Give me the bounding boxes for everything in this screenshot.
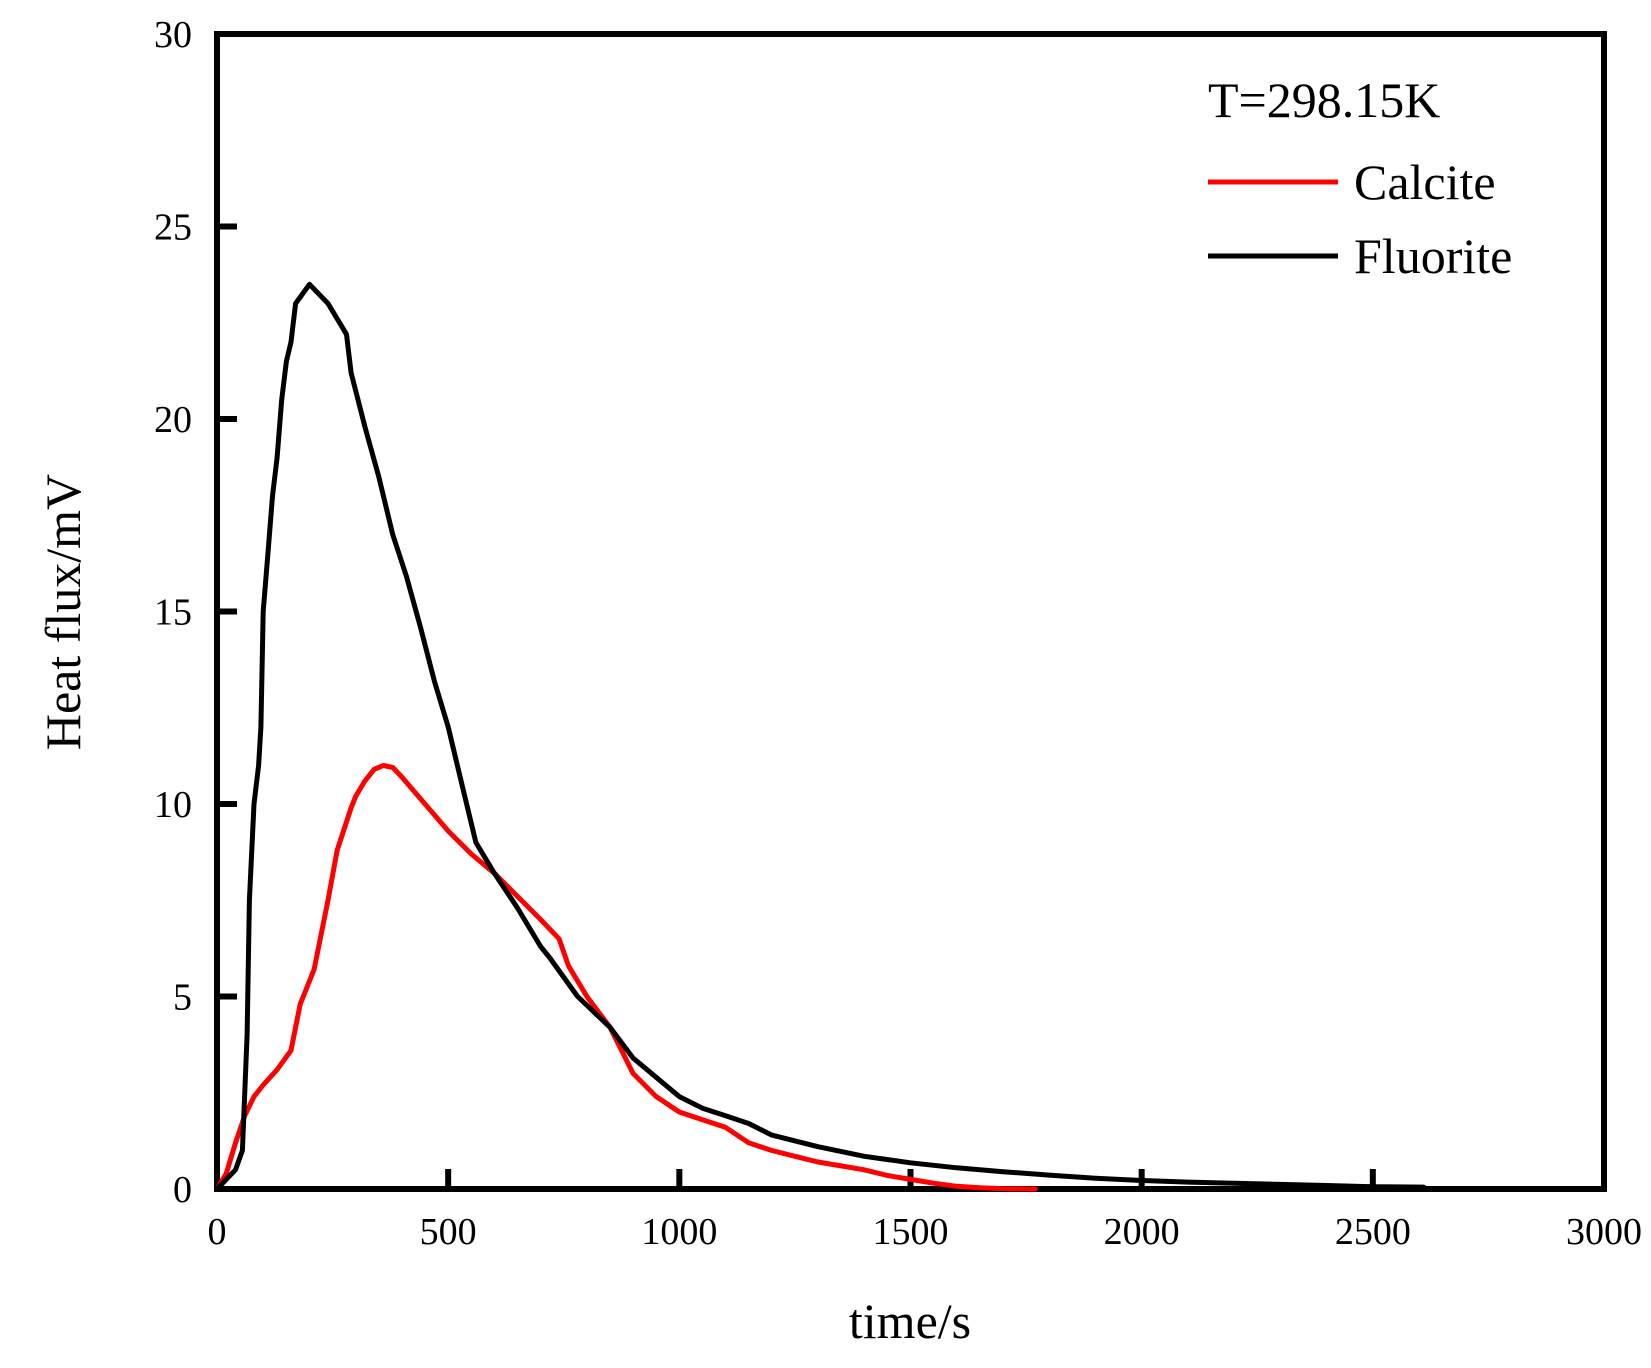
y-axis-label: Heat flux/mV: [35, 474, 91, 750]
series-line-calcite: [214, 763, 1038, 1192]
temperature-annotation: T=298.15K: [1208, 72, 1440, 128]
y-tick-label-5: 5: [173, 977, 192, 1019]
x-tick-label-2500: 2500: [1335, 1211, 1411, 1253]
x-tick-label-3000: 3000: [1566, 1211, 1642, 1253]
x-tick-label-1500: 1500: [873, 1211, 949, 1253]
x-tick-label-0: 0: [208, 1211, 227, 1253]
y-tick-label-0: 0: [173, 1169, 192, 1211]
x-tick-label-2000: 2000: [1104, 1211, 1180, 1253]
y-tick-label-25: 25: [154, 207, 192, 249]
legend-label-fluorite: Fluorite: [1354, 228, 1512, 284]
y-tick-label-15: 15: [154, 592, 192, 634]
series-layer: [214, 281, 1427, 1192]
ticks: 0 500 1000 1500 2000 2500 3000 0 5 10 15 20 25 30: [154, 14, 1642, 1253]
x-tick-label-1000: 1000: [641, 1211, 717, 1253]
y-tick-label-20: 20: [154, 399, 192, 441]
y-tick-label-10: 10: [154, 784, 192, 826]
legend-label-calcite: Calcite: [1354, 154, 1496, 210]
x-tick-label-500: 500: [420, 1211, 477, 1253]
y-tick-label-30: 30: [154, 14, 192, 56]
legend: Calcite Fluorite: [1208, 154, 1512, 284]
x-axis-label: time/s: [849, 1293, 971, 1349]
series-line-fluorite: [214, 281, 1427, 1192]
